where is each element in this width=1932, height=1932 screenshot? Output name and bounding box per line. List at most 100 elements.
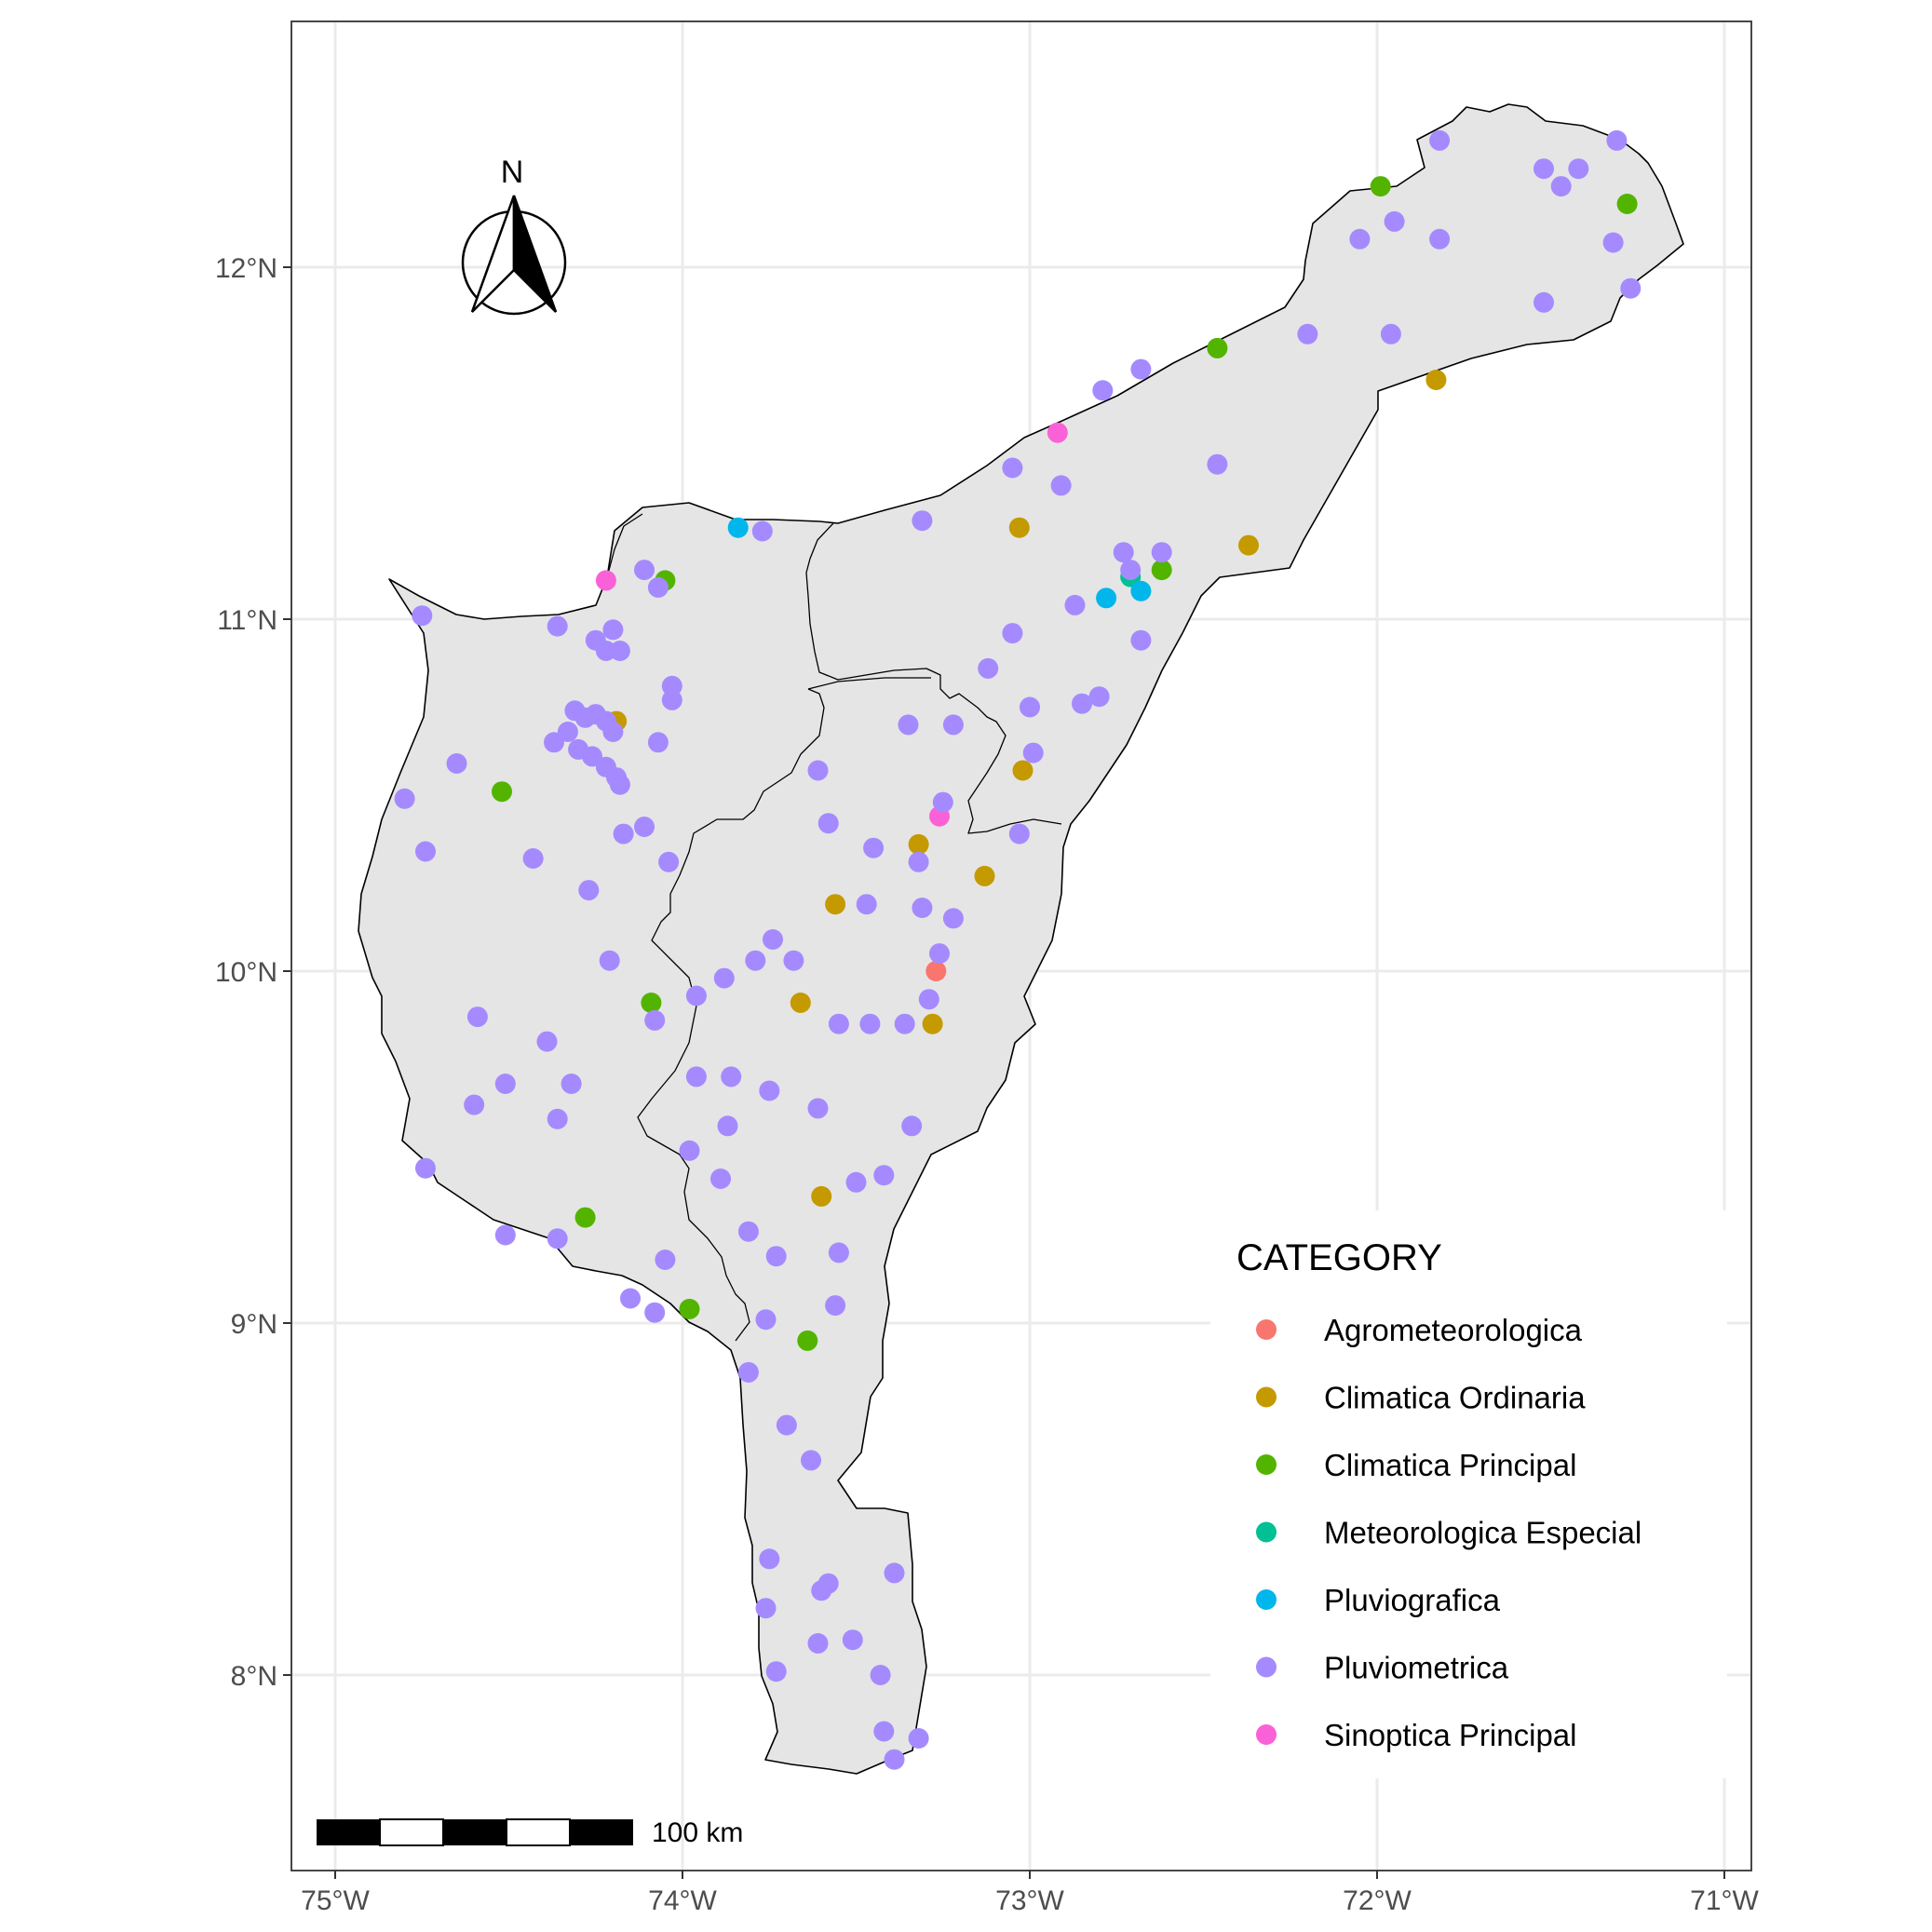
station-point-pluviometrica [763,929,783,950]
station-point-pluviografica [1096,588,1117,609]
legend-item-label: Agrometeorologica [1324,1313,1583,1347]
internal-borders [606,513,1062,1342]
station-point-pluviometrica [908,851,929,872]
legend-item-label: Pluviometrica [1324,1651,1509,1685]
station-point-pluviometrica [602,722,624,742]
station-point-pluviometrica [578,880,600,901]
station-point-pluviometrica [817,813,839,834]
station-point-pluviometrica [661,689,682,710]
station-point-pluviometrica [574,707,596,728]
station-point-pluviometrica [759,1080,780,1101]
north-arrow-right-half [512,195,558,313]
station-point-pluviometrica [602,619,624,641]
station-point-pluviometrica [1113,542,1134,563]
station-point-pluviometrica [828,1013,849,1034]
station-point-pluviometrica [721,1066,742,1088]
station-point-pluviometrica [828,1242,849,1263]
station-point-pluviometrica [755,1598,777,1619]
plot-panel-frame [290,20,1752,1871]
station-point-pluviometrica [717,1115,738,1137]
station-point-pluviometrica [884,1749,905,1770]
station-point-pluviometrica [644,1009,666,1031]
station-point-pluviometrica [898,714,919,736]
station-point-pluviometrica [1620,277,1642,299]
station-point-pluviometrica [859,1013,881,1034]
station-point-climatica-principal [492,781,512,803]
station-point-pluviometrica [942,714,964,736]
station-point-pluviografica [1130,580,1152,601]
station-point-climatica-ordinaria [1425,370,1447,390]
station-point-pluviometrica [544,732,564,753]
station-point-pluviometrica [394,788,415,809]
station-point-climatica-principal [1616,194,1638,214]
scale-segment [506,1818,571,1846]
legend-key [1256,1656,1277,1678]
x-tick-label: 73°W [995,1885,1064,1916]
y-tick-label: 12°N [215,253,277,284]
station-point-pluviometrica [894,1013,915,1034]
station-point-climatica-principal [641,993,662,1013]
legend-item-label: Climatica Principal [1324,1448,1576,1482]
station-point-pluviometrica [620,1288,641,1309]
station-point-pluviometrica [446,753,467,774]
station-point-pluviometrica [1088,686,1110,708]
station-point-pluviometrica [765,1246,787,1267]
y-tick-label: 10°N [215,957,277,988]
legend: CATEGORY Agrometeorologica Climatica Ordi… [1210,1210,1727,1778]
station-point-pluviometrica [644,1302,666,1323]
station-point-pluviometrica [783,950,804,971]
axis-ticks: 75°W 74°W 73°W 72°W 71°W 12°N 11°N 10°N 9°N 8°N [215,253,1760,1916]
station-point-pluviometrica [547,615,568,637]
station-point-sinoptica-principal [1047,422,1068,443]
station-point-pluviometrica [1050,475,1072,496]
station-point-pluviometrica [1568,158,1589,180]
station-point-pluviometrica [547,1228,568,1250]
station-point-pluviometrica [609,774,630,795]
legend-key [1256,1319,1277,1340]
region-outline [358,103,1684,1775]
y-tick-label: 8°N [231,1661,277,1692]
station-point-climatica-ordinaria [974,865,995,886]
station-point-pluviometrica [1072,693,1092,714]
station-point-pluviometrica [536,1031,558,1052]
station-point-pluviometrica [801,1450,821,1471]
legend-title: CATEGORY [1236,1237,1442,1278]
station-point-pluviometrica [745,950,766,971]
station-point-pluviometrica [776,1414,797,1436]
station-point-pluviometrica [415,841,436,862]
station-point-pluviometrica [918,989,939,1010]
station-point-pluviometrica [873,1165,895,1186]
station-point-pluviometrica [942,908,964,929]
station-point-pluviometrica [634,560,655,581]
station-point-pluviometrica [870,1665,891,1685]
station-point-climatica-ordinaria [811,1185,832,1207]
station-point-agrometeorologica [925,961,947,981]
station-point-climatica-principal [1207,337,1228,358]
station-point-pluviometrica [1380,323,1401,345]
station-point-pluviometrica [737,1361,759,1383]
station-point-pluviometrica [561,1074,582,1094]
station-point-pluviometrica [599,950,620,971]
station-point-pluviometrica [1429,228,1451,250]
legend-key [1256,1386,1277,1408]
station-point-pluviometrica [522,848,544,869]
station-point-pluviometrica [765,1661,787,1682]
station-point-pluviometrica [1533,158,1554,180]
station-point-pluviometrica [842,1629,863,1651]
station-point-pluviometrica [1120,560,1142,581]
station-point-pluviometrica [1384,210,1405,232]
station-point-pluviometrica [710,1169,731,1189]
north-arrow-label: N [501,155,524,190]
station-point-pluviometrica [679,1140,700,1161]
x-tick-label: 74°W [648,1885,717,1916]
station-point-pluviometrica [685,985,707,1007]
station-point-pluviometrica [811,1580,832,1601]
station-point-pluviometrica [655,1250,676,1270]
y-tick-label: 11°N [217,605,277,636]
x-tick-label: 71°W [1690,1885,1759,1916]
station-point-pluviometrica [1008,823,1030,844]
legend-key [1256,1454,1277,1475]
station-point-pluviometrica [547,1108,568,1129]
legend-item-label: Sinoptica Principal [1324,1718,1576,1752]
